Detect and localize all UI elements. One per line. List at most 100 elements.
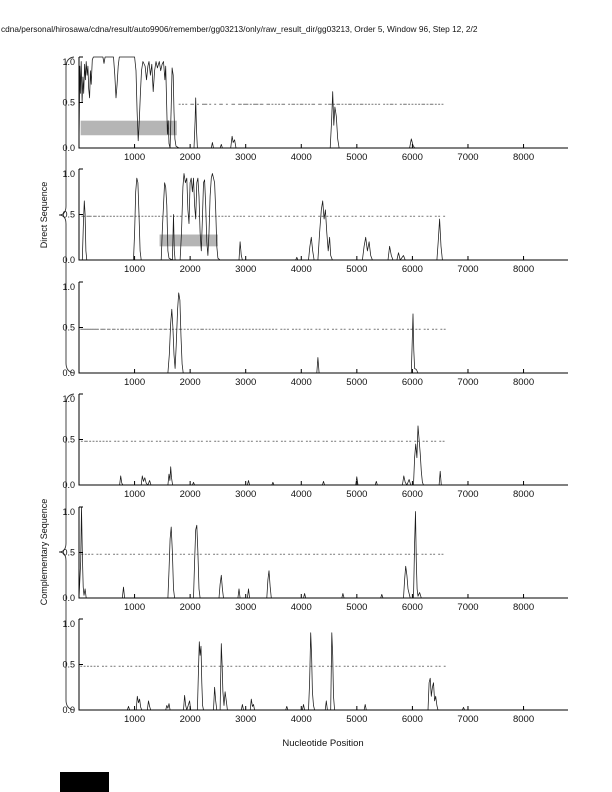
match-tick	[336, 103, 339, 105]
match-tick	[288, 103, 291, 105]
match-tick	[187, 328, 189, 330]
match-tick	[321, 215, 324, 217]
match-tick	[313, 553, 316, 555]
match-tick	[242, 328, 244, 330]
match-tick	[185, 103, 188, 105]
match-tick	[167, 440, 170, 442]
match-tick	[106, 328, 109, 330]
x-tick-label: 7000	[457, 377, 478, 388]
match-tick	[219, 103, 222, 105]
y-tick-label: 0.0	[62, 705, 75, 715]
match-tick	[113, 328, 116, 330]
match-tick	[256, 215, 259, 217]
match-tick	[329, 103, 332, 105]
match-tick	[430, 440, 433, 442]
match-tick	[416, 553, 419, 555]
x-tick-label: 8000	[513, 602, 534, 613]
match-tick	[409, 440, 412, 442]
match-tick	[116, 215, 119, 217]
match-tick	[430, 665, 433, 667]
window-band	[159, 234, 218, 247]
match-tick	[94, 215, 97, 217]
panel-complementary-2: 0.0 0.5 1.0 1000 2000 3000 4000 5000 6000 7000 800…	[62, 506, 568, 613]
x-tick-label: 2000	[180, 264, 201, 275]
match-tick	[155, 328, 158, 330]
match-tick	[266, 553, 269, 555]
match-tick	[414, 103, 417, 105]
match-tick	[211, 215, 214, 217]
match-tick	[210, 665, 213, 667]
match-ticks	[80, 665, 446, 667]
match-tick	[205, 665, 208, 667]
match-tick	[418, 665, 421, 667]
match-tick	[363, 215, 366, 217]
match-tick	[298, 328, 301, 330]
match-tick	[118, 665, 121, 667]
match-tick	[283, 328, 286, 330]
match-tick	[324, 103, 327, 105]
match-tick	[172, 665, 174, 667]
match-tick	[96, 665, 99, 667]
match-tick	[134, 440, 137, 442]
match-tick	[111, 328, 114, 330]
match-tick	[188, 553, 191, 555]
match-tick	[95, 440, 98, 442]
match-tick	[307, 328, 309, 330]
match-tick	[135, 328, 138, 330]
match-tick	[413, 665, 416, 667]
match-tick	[384, 215, 387, 217]
match-tick	[390, 328, 393, 330]
axis-frame	[78, 507, 568, 599]
match-tick	[238, 665, 241, 667]
match-tick	[135, 665, 138, 667]
match-tick	[108, 328, 111, 330]
match-tick	[359, 440, 362, 442]
match-tick	[83, 328, 86, 330]
match-tick	[192, 103, 194, 105]
match-tick	[218, 328, 221, 330]
match-tick	[152, 665, 154, 667]
y-tick-label: 1.0	[62, 507, 75, 517]
match-tick	[155, 440, 158, 442]
figure-title: cdna/personal/hirosawa/cdna/result/auto9…	[1, 24, 478, 34]
match-tick	[258, 553, 261, 555]
axis-frame	[78, 394, 568, 486]
x-tick-label: 7000	[457, 152, 478, 163]
match-tick	[296, 553, 299, 555]
match-tick	[292, 328, 294, 330]
panel-direct-1: 0.0 0.5 1.0 1000 2000 3000 4000 5000 6000 7000 800…	[62, 56, 568, 163]
match-tick	[268, 328, 271, 330]
match-tick	[235, 328, 238, 330]
match-tick	[255, 440, 258, 442]
match-tick	[311, 103, 314, 105]
match-tick	[263, 553, 266, 555]
x-tick-label: 1000	[124, 264, 145, 275]
match-tick	[281, 103, 284, 105]
match-tick	[265, 328, 268, 330]
match-tick	[327, 665, 329, 667]
match-tick	[163, 665, 166, 667]
match-tick	[238, 553, 241, 555]
match-tick	[355, 440, 358, 442]
match-tick	[293, 103, 296, 105]
match-tick	[371, 215, 374, 217]
match-tick	[175, 328, 178, 330]
match-tick	[289, 440, 292, 442]
match-tick	[408, 553, 411, 555]
match-tick	[405, 665, 408, 667]
match-tick	[374, 553, 377, 555]
match-ticks	[80, 440, 445, 442]
match-tick	[96, 553, 99, 555]
match-tick	[434, 103, 437, 105]
match-tick	[205, 440, 208, 442]
match-tick	[373, 328, 376, 330]
match-tick	[334, 215, 337, 217]
match-tick	[246, 103, 249, 105]
match-tick	[233, 103, 236, 105]
match-tick	[168, 665, 171, 667]
match-tick	[178, 103, 181, 105]
match-tick	[175, 440, 178, 442]
match-tick	[300, 440, 303, 442]
match-tick	[239, 440, 242, 442]
match-tick	[341, 553, 344, 555]
